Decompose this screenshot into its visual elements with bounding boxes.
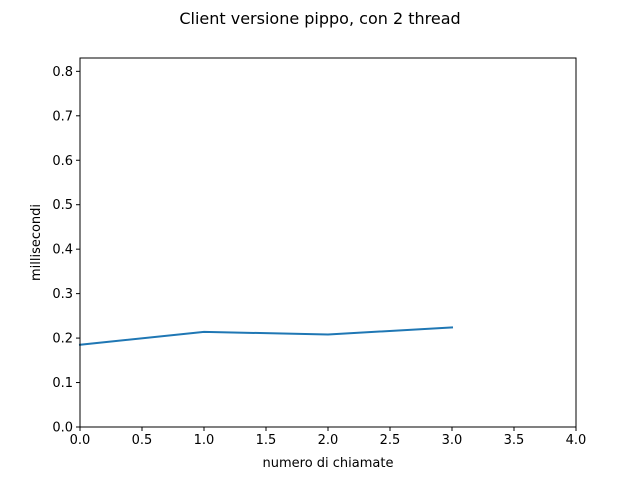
x-tick-label: 3.0 — [442, 433, 463, 448]
y-axis: 0.0 0.1 0.2 0.3 0.4 0.5 0.6 0.7 0.8 — [52, 65, 80, 436]
x-axis-label: numero di chiamate — [263, 456, 394, 471]
y-tick-label: 0.0 — [52, 421, 73, 436]
y-tick-label: 0.1 — [52, 376, 73, 391]
y-tick-label: 0.4 — [52, 243, 73, 258]
y-tick-label: 0.3 — [52, 287, 73, 302]
x-tick-label: 0.0 — [70, 433, 91, 448]
y-axis-label: millisecondi — [29, 204, 44, 281]
plot-area — [80, 58, 576, 427]
chart-title: Client versione pippo, con 2 thread — [179, 9, 460, 28]
x-tick-label: 3.5 — [504, 433, 525, 448]
y-tick-label: 0.6 — [52, 154, 73, 169]
x-tick-label: 1.5 — [256, 433, 277, 448]
y-tick-label: 0.7 — [52, 109, 73, 124]
y-tick-label: 0.2 — [52, 332, 73, 347]
x-axis: 0.0 0.5 1.0 1.5 2.0 2.5 3.0 3.5 4.0 — [70, 427, 587, 448]
x-tick-label: 1.0 — [194, 433, 215, 448]
x-tick-label: 2.5 — [380, 433, 401, 448]
y-tick-label: 0.8 — [52, 65, 73, 80]
y-tick-label: 0.5 — [52, 198, 73, 213]
plot-frame — [79, 57, 577, 428]
series-line — [78, 326, 454, 346]
x-tick-label: 0.5 — [132, 433, 153, 448]
x-tick-label: 2.0 — [318, 433, 339, 448]
x-tick-label: 4.0 — [566, 433, 587, 448]
